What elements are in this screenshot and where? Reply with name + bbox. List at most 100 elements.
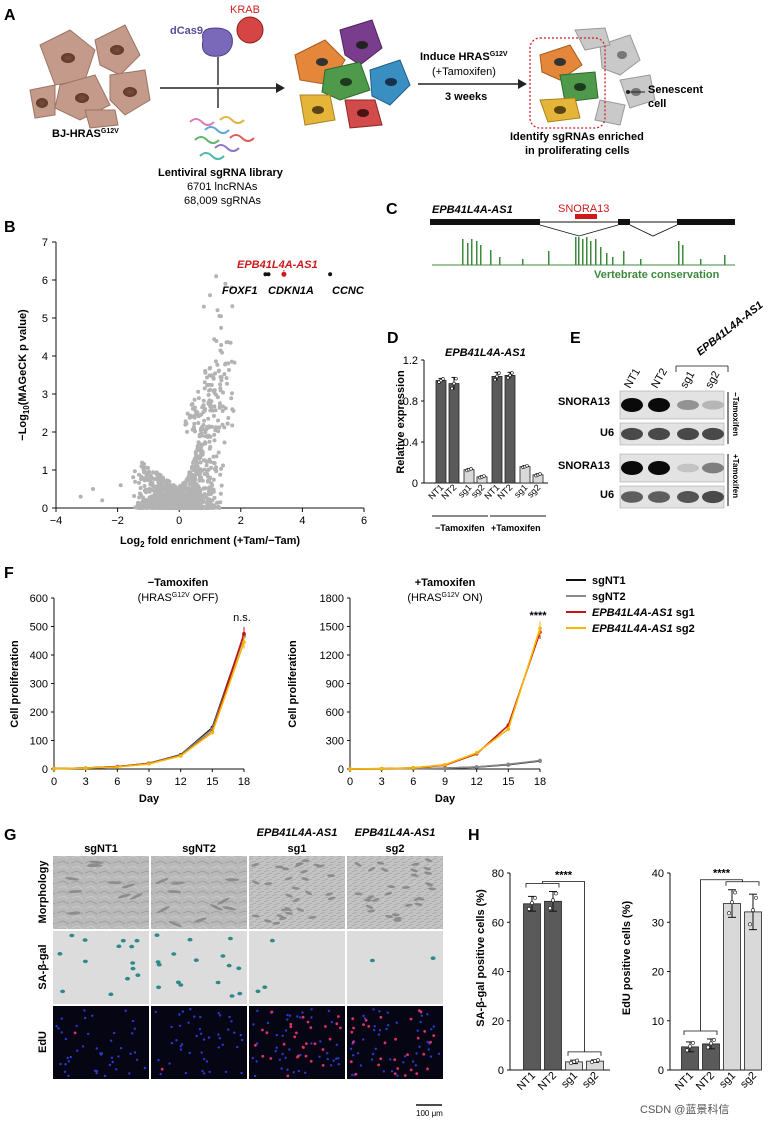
edu-nucleus — [133, 1051, 137, 1054]
b-data-point — [213, 359, 218, 364]
b-data-point — [196, 414, 201, 419]
sa-beta-gal-stain — [130, 966, 136, 971]
edu-positive-nucleus — [393, 1072, 397, 1076]
edu-nucleus — [359, 1064, 363, 1067]
b-data-point — [163, 480, 168, 485]
d-replicate-point — [493, 377, 497, 382]
morphology-cell — [66, 911, 81, 915]
edu-nucleus — [372, 1008, 375, 1011]
b-data-point — [229, 396, 234, 401]
f-series-point — [242, 631, 246, 636]
edu-nucleus — [66, 1056, 69, 1060]
edu-nucleus — [356, 1052, 360, 1055]
edu-nucleus — [239, 1033, 242, 1037]
edu-nucleus — [280, 1067, 283, 1070]
morphology-cell — [264, 919, 272, 923]
morphology-cell — [117, 893, 131, 899]
conservation-peak — [467, 243, 469, 265]
b-data-point — [219, 343, 224, 347]
edu-positive-nucleus — [286, 1074, 290, 1078]
edu-positive-nucleus — [379, 1057, 383, 1061]
edu-nucleus — [133, 1027, 136, 1030]
b-data-point — [139, 477, 143, 482]
sa-beta-gal-stain — [229, 994, 235, 998]
edu-positive-nucleus — [301, 1015, 305, 1019]
edu-nucleus — [437, 1052, 441, 1056]
edu-positive-nucleus — [297, 1054, 300, 1058]
b-data-point — [158, 473, 163, 478]
panel-h-bar-charts: SA-β-gal positive cells (%) EdU positive… — [475, 868, 762, 1093]
conservation-peak — [522, 259, 524, 265]
b-data-point — [211, 454, 216, 459]
g-row-sa-beta-gal: SA-β-gal — [37, 944, 49, 989]
h-replicate-point — [691, 1041, 695, 1045]
b-data-point — [137, 480, 141, 485]
morphology-cell — [354, 892, 363, 896]
krab-label: KRAB — [230, 4, 260, 16]
b-data-point — [226, 368, 231, 372]
h-y-tick-label: 80 — [492, 868, 504, 880]
b-data-point — [167, 495, 172, 500]
edu-nucleus — [110, 1056, 114, 1060]
edu-nucleus — [57, 1027, 60, 1030]
edu-nucleus — [363, 1017, 367, 1020]
edu-nucleus — [208, 1070, 211, 1074]
d-replicate-point — [525, 464, 529, 468]
exon-1 — [430, 219, 540, 225]
edu-nucleus — [288, 1014, 292, 1017]
b-data-point — [133, 479, 138, 484]
panel-b-letter: B — [4, 219, 16, 236]
library-lncrnas: 6701 lncRNAs — [187, 181, 258, 193]
blot-band — [621, 491, 643, 503]
edu-nucleus — [275, 1033, 278, 1037]
g-col-1: sgNT1 — [84, 843, 118, 855]
morphology-cell — [327, 896, 336, 901]
b-data-point — [145, 505, 150, 510]
f-series-line — [53, 641, 245, 770]
edu-nucleus — [179, 1048, 183, 1051]
b-data-point — [211, 413, 216, 418]
b-data-point — [205, 504, 210, 509]
edu-nucleus — [378, 1010, 381, 1013]
b-data-point — [208, 387, 213, 392]
edu-nucleus — [87, 1032, 90, 1036]
b-data-point — [147, 498, 152, 502]
f-legend-label: sgNT2 — [592, 591, 626, 603]
morphology-cell — [167, 890, 182, 894]
b-data-point — [179, 483, 184, 488]
edu-nucleus — [108, 1063, 112, 1067]
edu-nucleus — [240, 1071, 243, 1075]
b-data-point — [189, 506, 194, 510]
b-data-point — [137, 472, 141, 477]
edu-nucleus — [199, 1015, 202, 1019]
library-sgrnas: 68,009 sgRNAs — [184, 195, 262, 207]
edu-nucleus — [374, 1047, 377, 1051]
b-data-point — [153, 493, 158, 498]
b-y-tick-label: 6 — [42, 275, 48, 287]
morphology-cell — [284, 906, 292, 912]
b-data-point — [190, 406, 195, 411]
h-y-tick-label: 30 — [652, 917, 664, 929]
edu-nucleus — [113, 1031, 116, 1035]
b-data-point — [189, 402, 194, 407]
h-replicate-point — [527, 907, 531, 911]
edu-nucleus — [255, 1060, 258, 1063]
sa-beta-gal-stain — [178, 983, 184, 987]
h-y-tick-label: 40 — [652, 868, 664, 880]
sa-beta-gal-stain — [226, 963, 232, 968]
b-y-tick-label: 4 — [42, 351, 48, 363]
foxf1-label: FOXF1 — [222, 285, 257, 297]
blot-band — [702, 400, 724, 410]
edu-nucleus — [416, 1029, 419, 1032]
morphology-cell — [296, 908, 305, 912]
f-left-plot: 0 100 200 300 400 500 600 0 3 6 9 12 15 18 — [30, 593, 250, 788]
edu-nucleus — [198, 1028, 202, 1031]
b-data-point — [192, 421, 197, 426]
morphology-cell — [404, 903, 413, 907]
edu-nucleus — [59, 1062, 62, 1066]
b-data-point — [209, 373, 214, 378]
b-data-point — [154, 471, 159, 476]
